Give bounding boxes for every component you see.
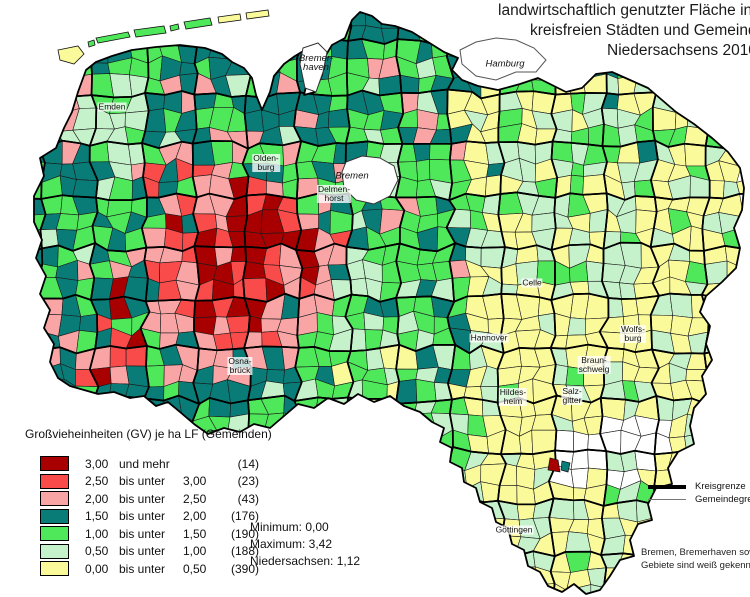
footnote: Bremen, Bremerhaven sowie gemeindefreie … — [641, 546, 750, 572]
map-label-goettingen: Göttingen — [494, 524, 534, 535]
figure-title-line1: landwirtschaftlich genutzter Fläche in d… — [498, 2, 750, 19]
map-label-salzgitter: Salz-gitter — [561, 386, 583, 405]
footnote-line1: Bremen, Bremerhaven sowie gemeindefreie — [641, 547, 750, 558]
legend-swatch — [40, 561, 69, 577]
legend-swatch — [40, 473, 69, 489]
stat-minimum: Minimum: 0,00 — [250, 520, 329, 534]
legend-row: 2,00 bis unter 2,50 (43) — [25, 490, 272, 508]
stat-state: Niedersachsen: 1,12 — [250, 554, 361, 568]
legend-row: 1,00 bis unter 1,50 (190) — [25, 525, 272, 543]
legend-row: 0,50 bis unter 1,00 (188) — [25, 543, 272, 561]
map-label-oldenburg: Olden-burg — [252, 153, 280, 172]
thin-line-icon — [648, 499, 686, 500]
map-label-celle: Celle — [521, 277, 543, 288]
legend-row: 1,50 bis unter 2,00 (176) — [25, 508, 272, 526]
legend-swatch — [40, 491, 69, 507]
bremerhaven-area — [299, 42, 328, 93]
legend-row: 3,00 und mehr (14) — [25, 455, 272, 473]
islands — [57, 9, 270, 65]
map-label-hamburg: Hamburg — [485, 58, 525, 70]
boundary-legend: Kreisgrenze Gemeindegrenze — [648, 480, 750, 506]
map-label-hildesheim: Hildes-heim — [498, 387, 528, 406]
map-label-emden: Emden — [97, 101, 127, 112]
kreisgrenze-row: Kreisgrenze — [648, 480, 750, 493]
footnote-line2: Gebiete sind weiß gekennzeichnet — [641, 560, 750, 571]
legend-swatch — [40, 526, 69, 542]
map-label-bremen: Bremen — [335, 170, 369, 182]
map-label-delmenhorst: Delmen-horst — [316, 184, 352, 203]
hamburg-area — [459, 37, 547, 81]
map-label-braunschweig: Braun-schweig — [577, 355, 611, 374]
harz-red-cell — [547, 457, 561, 473]
stat-maximum: Maximum: 3,42 — [250, 537, 333, 551]
map-label-hannover: Hannover — [469, 332, 509, 343]
map-label-bremerhaven: Bremer-haven — [298, 53, 334, 73]
bremen-area — [341, 155, 399, 205]
gemeindegrenze-row: Gemeindegrenze — [648, 493, 750, 506]
legend-swatch — [40, 456, 69, 472]
stats-block: Minimum: 0,00 Maximum: 3,42 Niedersachse… — [250, 519, 360, 570]
legend-title: Großvieheinheiten (GV) je ha LF (Gemeind… — [25, 427, 272, 441]
harz-teal-cell — [560, 460, 571, 473]
legend-row: 2,50 bis unter 3,00 (23) — [25, 473, 272, 491]
legend-swatch — [40, 543, 69, 559]
thick-line-icon — [648, 484, 686, 489]
class-legend: Großvieheinheiten (GV) je ha LF (Gemeind… — [25, 427, 272, 578]
figure-title-line2: kreisfreien Städten und Gemeinden — [530, 22, 750, 39]
figure-title-line3: Niedersachsens 2010 — [607, 42, 750, 59]
legend-swatch — [40, 508, 69, 524]
map-label-osnabrueck: Osna-brück — [227, 356, 253, 375]
legend-row: 0,00 bis unter 0,50 (390) — [25, 560, 272, 578]
map-label-wolfsburg: Wolfs-burg — [620, 324, 646, 343]
